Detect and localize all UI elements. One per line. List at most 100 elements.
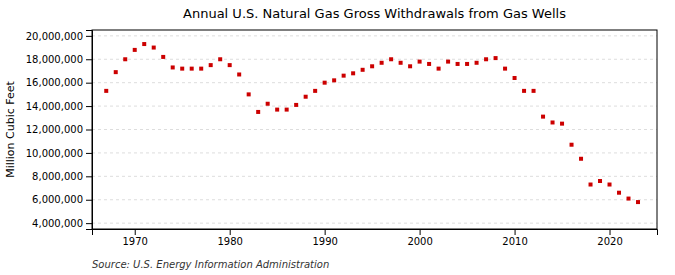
point [342, 74, 346, 78]
point [190, 67, 194, 71]
point [123, 57, 127, 61]
tick: 10,000,000 [26, 148, 92, 159]
title: Annual U.S. Natural Gas Gross Withdrawal… [183, 6, 566, 21]
point [418, 60, 422, 64]
tick-label: 12,000,000 [26, 124, 83, 135]
grid-line [92, 199, 657, 200]
tick-label: 2020 [597, 236, 622, 247]
axis-line [93, 230, 658, 236]
grid-line [92, 223, 657, 224]
point [589, 183, 593, 187]
point [266, 102, 270, 106]
tick: 18,000,000 [26, 54, 92, 65]
point [332, 78, 336, 82]
point [275, 108, 279, 112]
point [142, 42, 146, 46]
tick-label: 6,000,000 [32, 194, 83, 205]
point [532, 89, 536, 93]
point [399, 61, 403, 65]
point [465, 62, 469, 66]
point [598, 179, 602, 183]
tick: 6,000,000 [32, 194, 92, 205]
tick-mark [610, 229, 611, 235]
point [627, 197, 631, 201]
point [475, 61, 479, 65]
point [313, 89, 317, 93]
tick: 2010 [502, 229, 527, 247]
tick-mark [420, 229, 421, 235]
point [370, 64, 374, 68]
point [551, 120, 555, 124]
grid-line [92, 152, 657, 153]
point [171, 65, 175, 69]
point [361, 68, 365, 72]
grid-line [92, 129, 657, 130]
tick-label: 8,000,000 [32, 171, 83, 182]
tick-mark [325, 229, 326, 235]
y-axis: 4,000,000 6,000,000 8,000,000 10,000,000 12,… [26, 31, 93, 230]
tick: 14,000,000 [26, 101, 92, 112]
axis-line [86, 31, 93, 230]
grid-line [92, 59, 657, 60]
point [503, 67, 507, 71]
tick-mark [86, 200, 92, 201]
grid-line [92, 82, 657, 83]
tick-mark [86, 223, 92, 224]
point [494, 56, 498, 60]
point [427, 62, 431, 66]
tick-label: 1980 [217, 236, 242, 247]
point [199, 67, 203, 71]
point [294, 103, 298, 107]
point [104, 89, 108, 93]
grid-line [92, 176, 657, 177]
grid [92, 36, 657, 223]
point [636, 200, 640, 204]
point [437, 67, 441, 71]
point [228, 63, 232, 67]
tick-mark [86, 130, 92, 131]
tick-label: 1990 [312, 236, 337, 247]
x-axis: 1970 1980 1990 2000 2010 2020 [93, 229, 658, 247]
y-axis-title: Million Cubic Feet [4, 80, 17, 177]
point [256, 110, 260, 114]
tick-mark [86, 83, 92, 84]
tick-label: 20,000,000 [26, 31, 83, 42]
point [218, 57, 222, 61]
tick: 1980 [217, 229, 242, 247]
tick-mark [515, 229, 516, 235]
point [114, 70, 118, 74]
tick-label: 10,000,000 [26, 148, 83, 159]
points [104, 42, 640, 204]
point [323, 81, 327, 85]
point [180, 67, 184, 71]
point [237, 72, 241, 76]
point [285, 108, 289, 112]
point [389, 57, 393, 61]
point [513, 76, 517, 80]
tick: 4,000,000 [32, 218, 92, 229]
tick: 1990 [312, 229, 337, 247]
point [579, 157, 583, 161]
tick-mark [86, 36, 92, 37]
tick-mark [135, 229, 136, 235]
tick: 2020 [597, 229, 622, 247]
point [351, 71, 355, 75]
point [617, 191, 621, 195]
point [446, 60, 450, 64]
point [161, 55, 165, 59]
point [247, 92, 251, 96]
point [608, 183, 612, 187]
point [484, 57, 488, 61]
tick-mark [230, 229, 231, 235]
tick: 1970 [123, 229, 148, 247]
point [522, 89, 526, 93]
plot-frame [92, 30, 657, 229]
point [152, 46, 156, 50]
tick-label: 2000 [407, 236, 432, 247]
tick-label: 16,000,000 [26, 77, 83, 88]
grid-line [92, 106, 657, 107]
tick-mark [86, 153, 92, 154]
tick-mark [86, 59, 92, 60]
plot: 1970 1980 1990 2000 2010 2020 4,000,000 6,000,0… [26, 30, 658, 247]
tick-label: 14,000,000 [26, 101, 83, 112]
